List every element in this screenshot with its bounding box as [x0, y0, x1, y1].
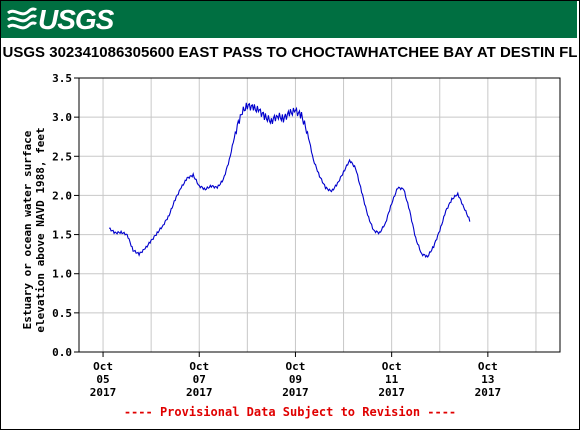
x-tick-label: 2017 — [186, 386, 213, 399]
provisional-data-notice: ---- Provisional Data Subject to Revisio… — [123, 405, 457, 419]
x-tick-label: Oct — [382, 360, 402, 373]
x-tick-label: 07 — [193, 373, 206, 386]
x-tick-label: 13 — [481, 373, 494, 386]
usgs-wave-logo-icon — [7, 7, 37, 30]
x-tick-label: 2017 — [282, 386, 309, 399]
x-tick-label: Oct — [93, 360, 113, 373]
x-tick-label: 2017 — [90, 386, 117, 399]
x-tick-label: 09 — [289, 373, 302, 386]
x-tick-label: 2017 — [475, 386, 502, 399]
y-tick-label: 3.0 — [52, 111, 72, 124]
x-axis-ticks: Oct052017Oct072017Oct092017Oct112017Oct1… — [90, 352, 501, 399]
y-axis-title: Estuary or ocean water surface elevation… — [21, 127, 47, 332]
y-tick-label: 1.5 — [52, 229, 72, 242]
x-tick-label: Oct — [286, 360, 306, 373]
y-axis-ticks: 0.0 0.5 1.0 1.5 2.0 2.5 3.0 3.5 — [52, 72, 79, 359]
x-tick-label: 05 — [96, 373, 109, 386]
y-tick-label: 0.0 — [52, 346, 72, 359]
y-tick-label: 2.5 — [52, 150, 72, 163]
x-tick-label: Oct — [478, 360, 498, 373]
usgs-banner: USGS — [1, 1, 577, 38]
series-line — [108, 102, 471, 259]
usgs-logo-text: USGS — [38, 4, 114, 35]
x-tick-label: 11 — [385, 373, 399, 386]
y-tick-label: 2.0 — [52, 189, 72, 202]
gridlines — [79, 77, 560, 353]
y-tick-label: 3.5 — [52, 72, 72, 85]
chart-title: USGS 302341086305600 EAST PASS TO CHOCTA… — [2, 44, 578, 61]
y-tick-label: 0.5 — [52, 307, 72, 320]
plot-area-border — [78, 77, 561, 353]
y-axis-title-line-2: elevation above NAVD 1988, feet — [34, 127, 47, 332]
y-tick-label: 1.0 — [52, 268, 72, 281]
x-tick-label: 2017 — [378, 386, 405, 399]
y-axis-title-line-1: Estuary or ocean water surface — [21, 130, 34, 329]
x-tick-label: Oct — [189, 360, 209, 373]
